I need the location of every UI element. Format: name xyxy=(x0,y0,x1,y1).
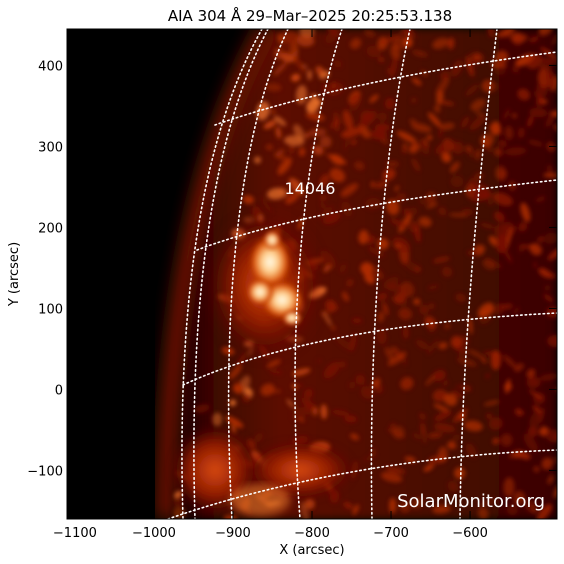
grid-meridian xyxy=(459,29,498,519)
grid-meridian xyxy=(294,29,343,519)
x-tick-label: −1100 xyxy=(53,526,97,541)
y-axis: −100 0 100 200 300 400 xyxy=(27,59,557,479)
y-tick-label: 0 xyxy=(55,383,63,398)
image-title: AIA 304 Å 29–Mar–2025 20:25:53.138 xyxy=(168,6,452,25)
x-axis: −1100 −1000 −900 −800 −700 −600 xyxy=(53,29,488,541)
x-axis-label: X (arcsec) xyxy=(279,543,344,558)
y-tick-label: 300 xyxy=(38,140,63,155)
solar-image: 14046 SolarMonitor.org xyxy=(67,29,557,519)
heliographic-grid xyxy=(167,29,557,519)
grid-meridian xyxy=(193,29,269,519)
watermark: SolarMonitor.org xyxy=(397,491,545,512)
y-tick-label: 200 xyxy=(38,221,63,236)
grid-meridian xyxy=(227,29,289,519)
y-tick-label: 400 xyxy=(38,59,63,74)
grid-parallel xyxy=(167,449,557,519)
x-tick-label: −600 xyxy=(452,526,488,541)
x-tick-label: −700 xyxy=(373,526,409,541)
y-tick-label: 100 xyxy=(38,302,63,317)
active-region-core xyxy=(210,215,320,355)
y-axis-label: Y (arcsec) xyxy=(7,242,22,307)
grid-meridian xyxy=(370,29,411,519)
grid-parallel xyxy=(196,179,557,251)
x-tick-label: −1000 xyxy=(132,526,176,541)
grid-parallel xyxy=(182,312,557,386)
active-region-label: 14046 xyxy=(285,179,336,198)
x-tick-label: −800 xyxy=(294,526,330,541)
grid-parallel xyxy=(214,51,557,126)
grid-meridian xyxy=(181,29,263,519)
x-tick-label: −900 xyxy=(215,526,251,541)
y-tick-label: −100 xyxy=(27,464,63,479)
